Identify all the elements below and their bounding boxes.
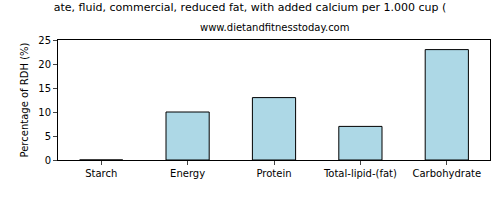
svg-text:25: 25 [38, 35, 51, 46]
svg-text:Protein: Protein [256, 168, 291, 179]
svg-text:Percentage of RDH (%): Percentage of RDH (%) [19, 42, 30, 157]
svg-text:20: 20 [38, 59, 51, 70]
svg-text:Carbohydrate: Carbohydrate [412, 168, 481, 179]
svg-text:ate, fluid, commercial, reduce: ate, fluid, commercial, reduced fat, wit… [54, 1, 447, 14]
svg-text:10: 10 [38, 107, 51, 118]
svg-text:0: 0 [45, 155, 51, 166]
svg-text:15: 15 [38, 83, 51, 94]
svg-text:Total-lipid-(fat): Total-lipid-(fat) [323, 168, 397, 179]
svg-text:Energy: Energy [170, 168, 205, 179]
svg-text:5: 5 [45, 131, 51, 142]
svg-text:Starch: Starch [85, 168, 117, 179]
svg-text:www.dietandfitnesstoday.com: www.dietandfitnesstoday.com [200, 22, 349, 33]
